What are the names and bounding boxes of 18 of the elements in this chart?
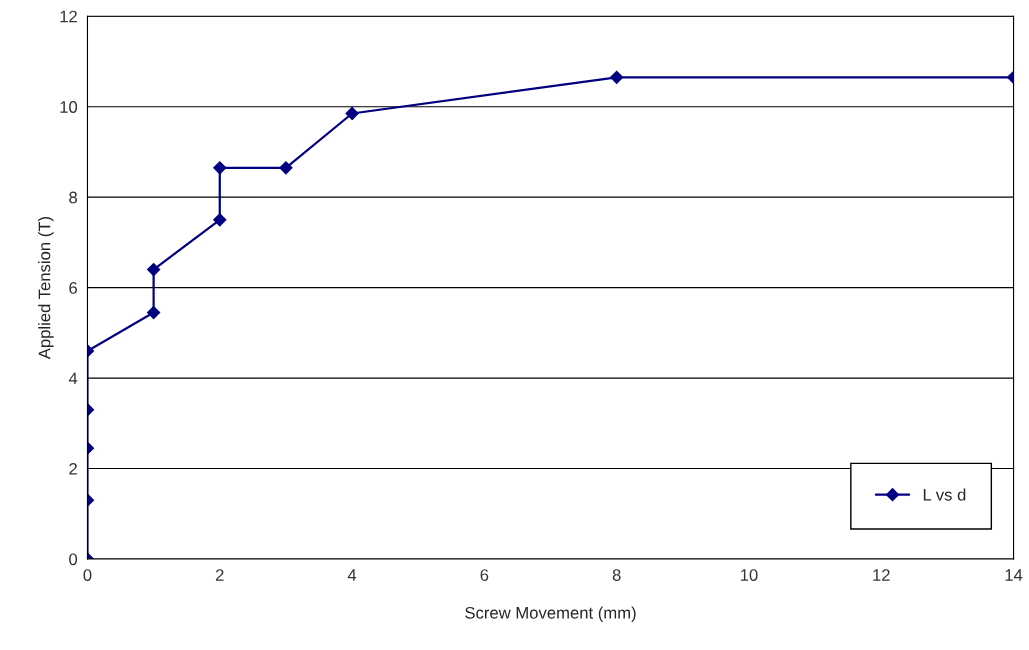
x-tick-label: 14 xyxy=(1005,569,1023,581)
y-tick-label: 8 xyxy=(69,191,78,204)
legend-label: L vs d xyxy=(923,488,966,501)
y-axis-title: Applied Tension (T) xyxy=(38,217,54,360)
y-tick-label: 6 xyxy=(69,282,78,294)
y-tick-label: 2 xyxy=(69,462,77,475)
y-tick-label: 4 xyxy=(68,372,78,385)
y-tick-label: 10 xyxy=(60,101,78,113)
x-tick-label: 12 xyxy=(873,569,890,581)
x-axis-title: Screw Movement (mm) xyxy=(465,606,636,623)
y-tick-label: 12 xyxy=(60,10,77,23)
y-tick-label: 0 xyxy=(69,553,78,566)
x-tick-label: 4 xyxy=(347,569,357,581)
x-tick-label: 2 xyxy=(215,569,224,581)
x-tick-label: 10 xyxy=(740,569,758,581)
x-tick-label: 6 xyxy=(480,569,489,581)
x-tick-label: 0 xyxy=(83,569,92,581)
x-tick-label: 8 xyxy=(612,569,621,581)
